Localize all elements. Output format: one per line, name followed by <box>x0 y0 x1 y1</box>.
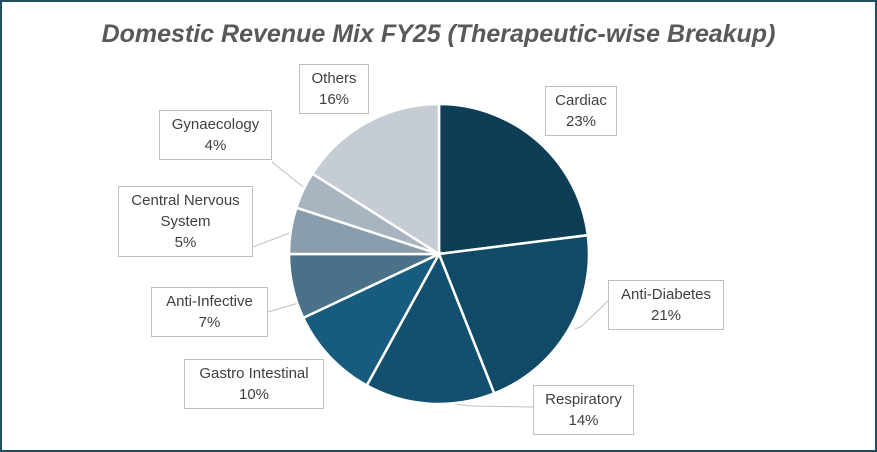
data-label: Others 16% <box>299 64 369 114</box>
label-category: Gastro Intestinal <box>199 365 309 382</box>
label-value: 4% <box>204 137 227 154</box>
data-label: Anti-Infective 7% <box>151 287 268 337</box>
pie-slice <box>365 251 496 406</box>
label-category: Cardiac <box>555 92 607 109</box>
label-category: Central Nervous System <box>131 192 240 230</box>
leader-line <box>252 231 293 248</box>
leader-line <box>574 299 610 330</box>
label-category: Anti-Infective <box>166 293 253 310</box>
pie-slice <box>437 233 591 396</box>
data-label: Cardiac 23% <box>545 86 617 136</box>
leader-line <box>271 161 308 191</box>
data-label: Central Nervous System 5% <box>118 186 253 257</box>
label-category: Others <box>311 70 357 87</box>
data-label: Anti-Diabetes 21% <box>608 280 724 330</box>
label-category: Gynaecology <box>171 116 260 133</box>
data-label: Gynaecology 4% <box>159 110 272 160</box>
label-value: 10% <box>238 386 270 403</box>
data-label: Respiratory 14% <box>533 385 634 435</box>
label-category: Anti-Diabetes <box>620 286 712 303</box>
chart-title: Domestic Revenue Mix FY25 (Therapeutic-w… <box>101 20 776 48</box>
label-value: 21% <box>650 307 682 324</box>
label-value: 14% <box>568 412 599 429</box>
label-value: 16% <box>318 91 350 108</box>
pie-slice <box>301 251 442 388</box>
label-category: Respiratory <box>545 391 622 408</box>
pie-slice <box>437 102 590 256</box>
label-value: 23% <box>565 113 597 130</box>
pie-slice <box>310 102 441 257</box>
label-value: 7% <box>198 314 221 331</box>
data-label: Gastro Intestinal 10% <box>184 359 324 409</box>
label-value: 5% <box>174 234 197 251</box>
